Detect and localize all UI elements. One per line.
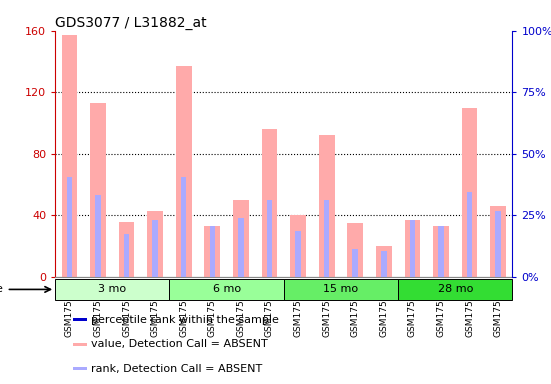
Text: 3 mo: 3 mo: [98, 285, 126, 295]
Bar: [73, 318, 87, 321]
Bar: [209, 226, 215, 277]
Text: 6 mo: 6 mo: [213, 285, 241, 295]
Bar: [404, 220, 420, 277]
Bar: [398, 279, 512, 300]
Bar: [438, 226, 444, 277]
Bar: [73, 367, 87, 370]
Bar: [181, 177, 186, 277]
Bar: [433, 226, 449, 277]
Text: 15 mo: 15 mo: [323, 285, 359, 295]
Bar: [267, 200, 272, 277]
Bar: [295, 231, 301, 277]
Text: value, Detection Call = ABSENT: value, Detection Call = ABSENT: [91, 339, 268, 349]
Bar: [170, 279, 284, 300]
Text: percentile rank within the sample: percentile rank within the sample: [91, 314, 279, 324]
Bar: [262, 129, 277, 277]
Bar: [381, 251, 387, 277]
Text: 28 mo: 28 mo: [437, 285, 473, 295]
Bar: [204, 226, 220, 277]
Bar: [376, 246, 392, 277]
Bar: [67, 177, 72, 277]
Bar: [55, 279, 170, 300]
Bar: [490, 206, 506, 277]
Bar: [118, 222, 134, 277]
Bar: [124, 234, 129, 277]
Bar: [353, 249, 358, 277]
Bar: [95, 195, 101, 277]
Bar: [233, 200, 249, 277]
Bar: [284, 279, 398, 300]
Bar: [176, 66, 192, 277]
Text: rank, Detection Call = ABSENT: rank, Detection Call = ABSENT: [91, 364, 262, 374]
Bar: [319, 136, 334, 277]
Bar: [147, 211, 163, 277]
Bar: [238, 218, 244, 277]
Text: count: count: [91, 290, 122, 300]
Bar: [62, 35, 77, 277]
Bar: [462, 108, 477, 277]
Bar: [495, 211, 501, 277]
Bar: [409, 220, 415, 277]
Bar: [290, 215, 306, 277]
Text: age: age: [0, 285, 4, 295]
Bar: [467, 192, 472, 277]
Bar: [347, 223, 363, 277]
Bar: [73, 293, 87, 296]
Bar: [73, 343, 87, 346]
Bar: [90, 103, 106, 277]
Text: GDS3077 / L31882_at: GDS3077 / L31882_at: [55, 16, 207, 30]
Bar: [324, 200, 329, 277]
Bar: [153, 220, 158, 277]
